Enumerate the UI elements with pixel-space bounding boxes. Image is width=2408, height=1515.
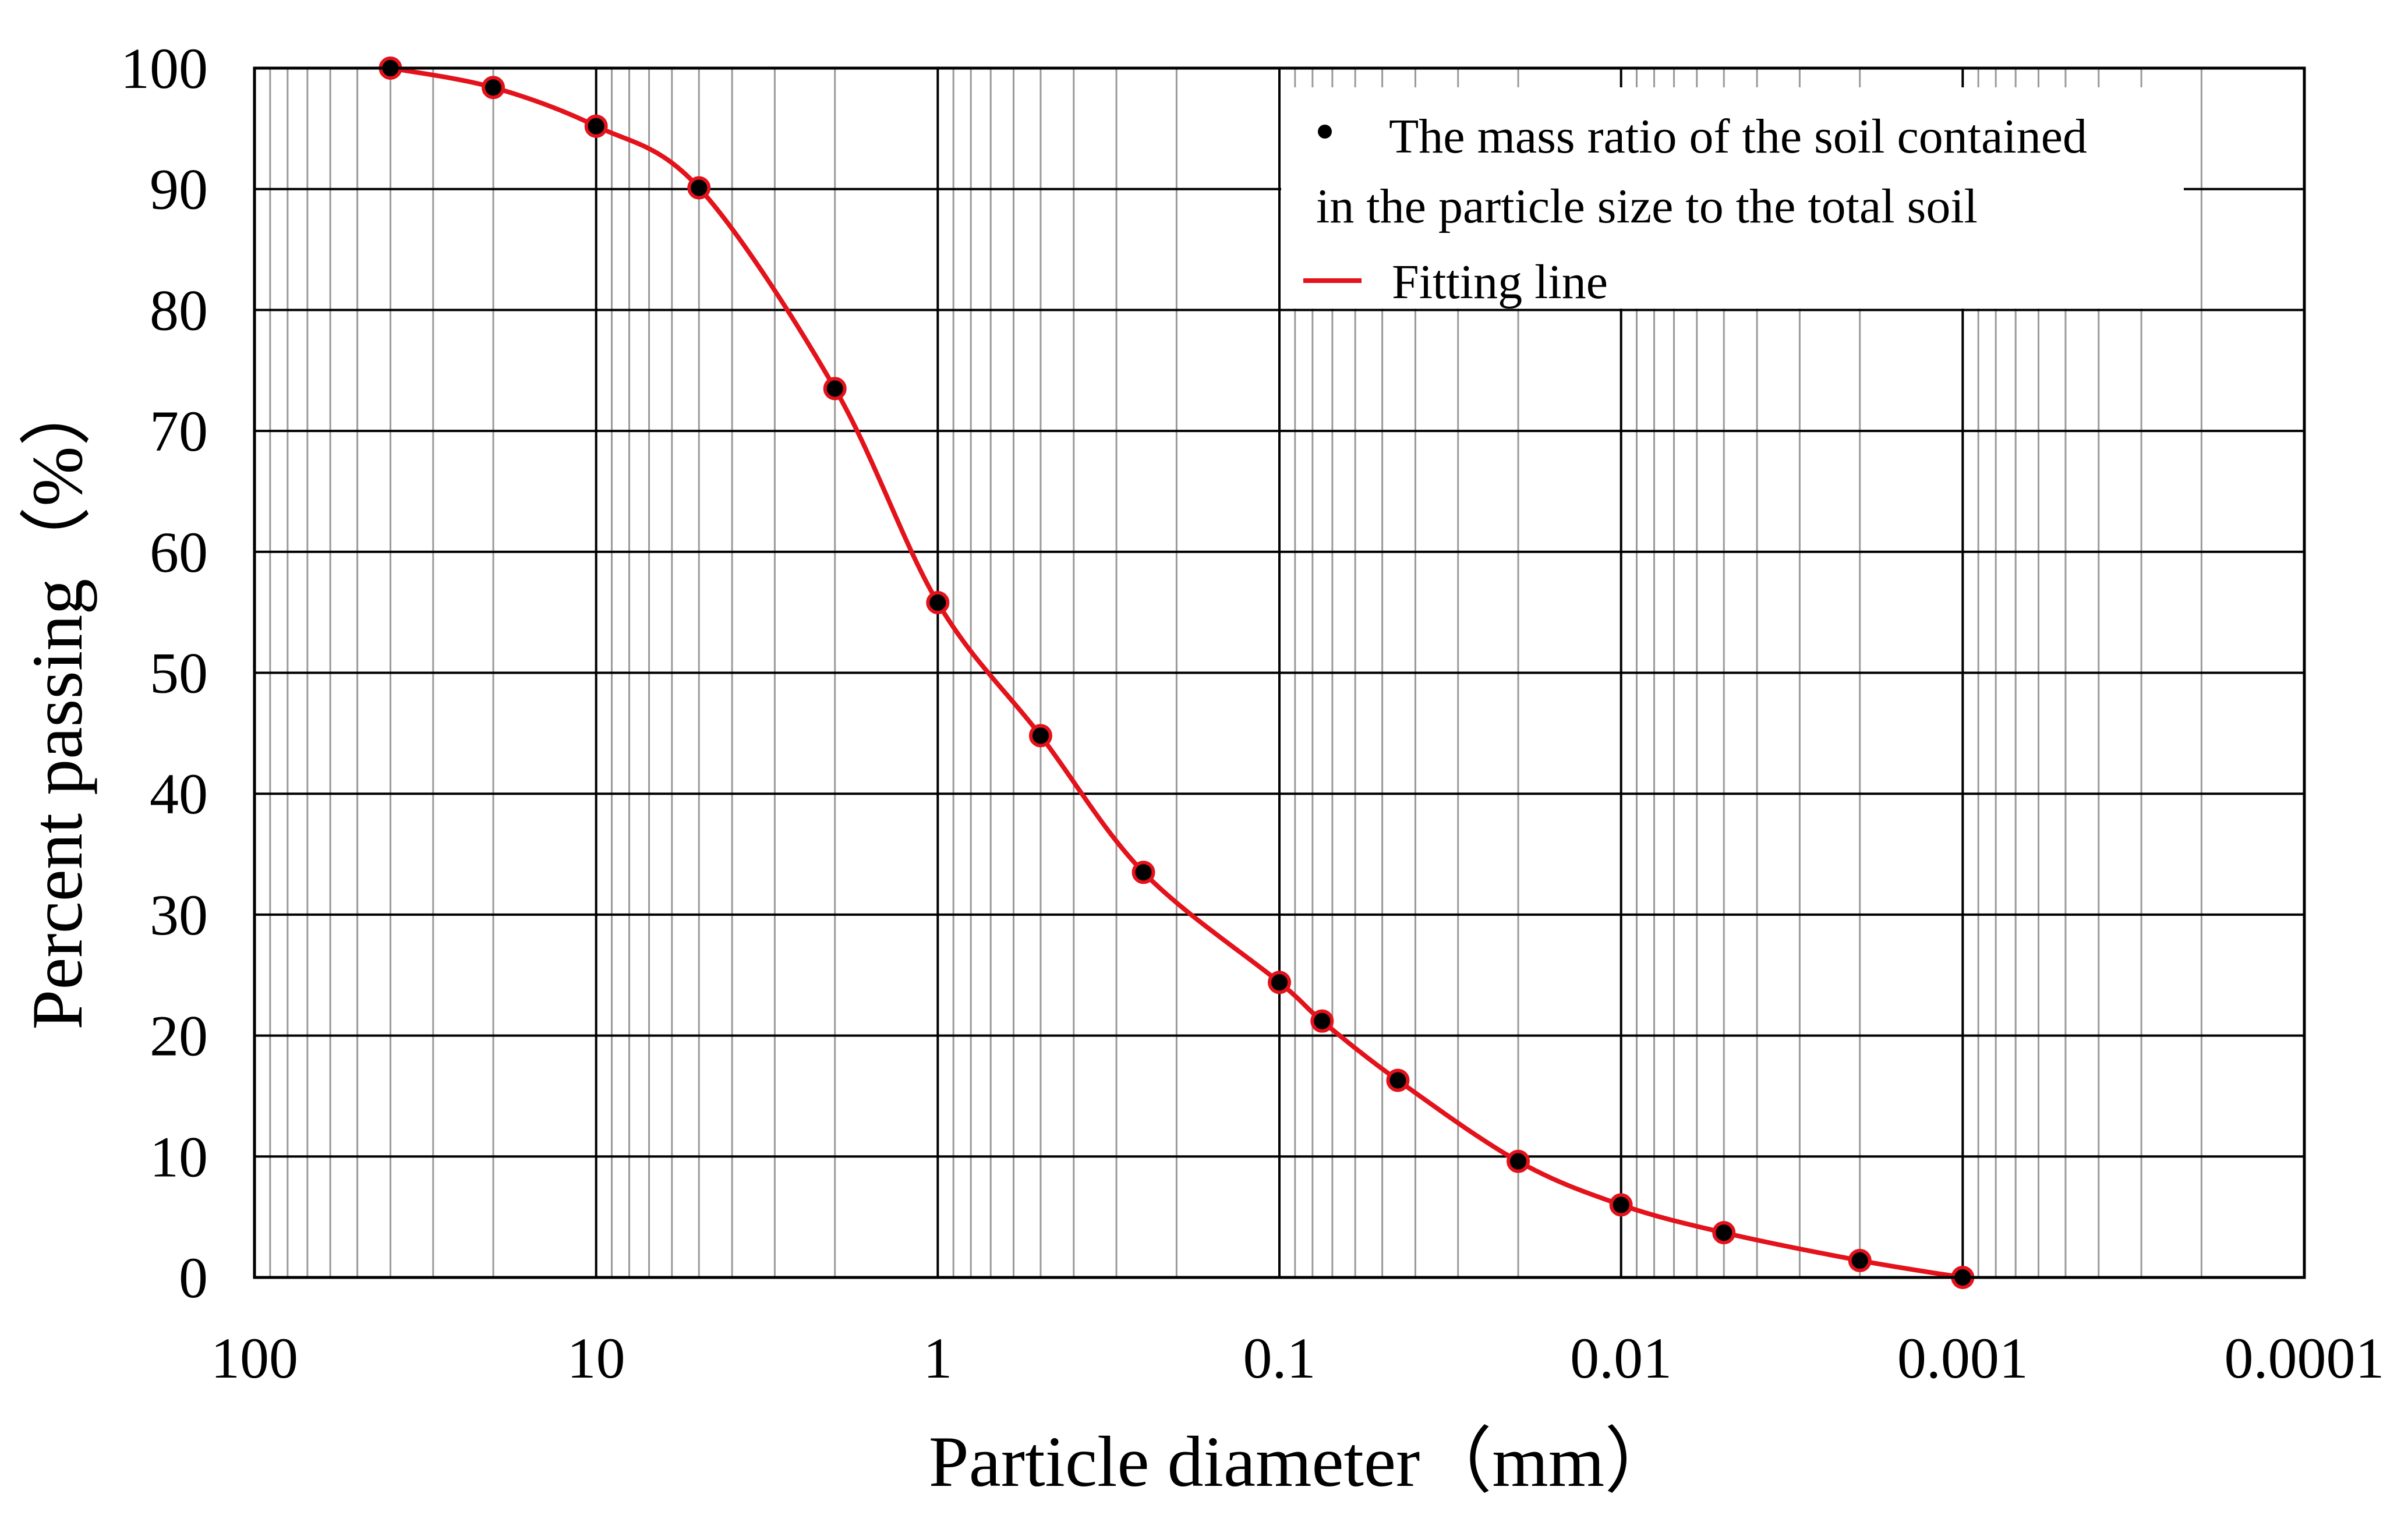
y-tick-label: 100: [121, 36, 208, 101]
x-tick-label: 0.001: [1897, 1326, 2028, 1390]
y-tick-label: 80: [150, 278, 208, 342]
data-point: [1386, 1068, 1410, 1092]
x-axis-title: Particle diameter（mm）: [929, 1422, 1677, 1502]
x-tick-label: 1: [923, 1326, 952, 1390]
y-tick-label: 70: [150, 399, 208, 463]
legend-line-label: Fitting line: [1392, 255, 1608, 309]
y-tick-label: 60: [150, 520, 208, 585]
data-point: [1712, 1221, 1736, 1245]
data-point: [926, 591, 950, 615]
y-tick-label: 20: [150, 1004, 208, 1068]
data-point: [1609, 1193, 1633, 1217]
plot-frame: [253, 66, 2306, 1279]
data-point: [482, 76, 505, 100]
data-point: [687, 176, 711, 200]
y-tick-label: 10: [150, 1124, 208, 1189]
data-point: [584, 114, 608, 138]
data-point: [1131, 861, 1155, 884]
legend-point-marker: [1318, 125, 1332, 139]
data-point: [1268, 971, 1291, 994]
y-tick-label: 90: [150, 157, 208, 222]
y-tick-label: 30: [150, 883, 208, 947]
y-tick-label: 0: [179, 1245, 208, 1310]
x-tick-label: 0.1: [1243, 1326, 1316, 1390]
legend-point-label-line2: in the particle size to the total soil: [1316, 179, 1978, 233]
x-tick-label: 0.01: [1570, 1326, 1672, 1390]
y-tick-labels: 0 10 20 30 40 50 60 70 80 90 100: [121, 36, 208, 1310]
data-point: [1848, 1248, 1872, 1272]
y-tick-label: 40: [150, 762, 208, 826]
data-point: [823, 377, 847, 401]
data-point: [1310, 1009, 1334, 1033]
data-point: [1028, 724, 1052, 748]
x-tick-label: 10: [567, 1326, 625, 1390]
data-point: [1507, 1149, 1530, 1173]
x-tick-labels: 100 10 1 0.1 0.01 0.001 0.0001: [211, 1326, 2385, 1390]
x-tick-label: 100: [211, 1326, 298, 1390]
y-tick-label: 50: [150, 641, 208, 706]
legend-point-label-line1: The mass ratio of the soil contained: [1389, 109, 2087, 164]
y-axis-title: Percent passing（%）: [17, 374, 97, 1029]
legend-box: [1281, 87, 2184, 309]
grid: [253, 67, 2306, 1279]
x-tick-label: 0.0001: [2225, 1326, 2385, 1390]
legend: The mass ratio of the soil contained in …: [1281, 87, 2184, 309]
